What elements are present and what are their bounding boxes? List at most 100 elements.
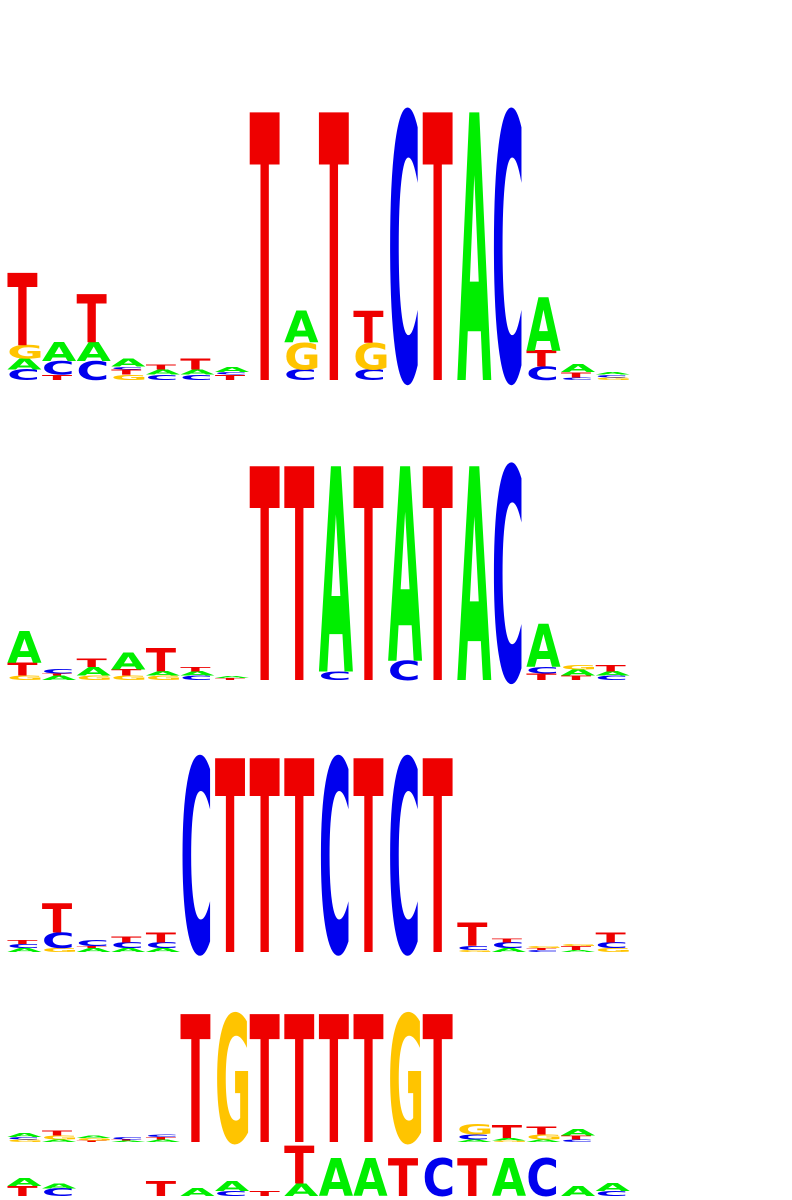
logo-letter-c: C (423, 1149, 456, 1200)
logo-letter-g: G (561, 664, 597, 671)
logo-letter-a: A (596, 671, 631, 678)
logo-letter-t: T (457, 1149, 488, 1200)
logo-letter-t: T (423, 705, 453, 1015)
logo-letter-c: C (146, 373, 179, 382)
logo-letter-g: G (111, 373, 147, 382)
logo-letter-c: C (42, 929, 75, 953)
logo-letter-a: A (77, 337, 111, 367)
logo-letter-a: A (111, 356, 145, 369)
logo-letter-t: T (111, 935, 142, 944)
logo-letter-a: A (596, 371, 631, 375)
logo-letter-t: T (7, 940, 38, 946)
logo-letter-t: T (353, 980, 383, 1184)
logo-letter-c: C (492, 941, 525, 950)
logo-letter-t: T (111, 368, 142, 377)
logo-letter-g: G (284, 335, 320, 378)
logo-letter-t: T (77, 283, 108, 359)
logo-letter-t: T (250, 409, 280, 750)
logo-letter-t: T (180, 356, 211, 373)
logo-letter-g: G (7, 675, 43, 682)
logo-letter-a: A (146, 368, 181, 377)
logo-letter-t: T (250, 980, 280, 1184)
logo-letter-t: T (284, 980, 314, 1184)
logo-letter-a: A (146, 671, 181, 678)
logo-letter-c: C (77, 939, 110, 948)
logo-letter-t: T (42, 373, 73, 382)
logo-letter-a: A (353, 1149, 387, 1200)
logo-letter-a: A (42, 1139, 77, 1143)
logo-letter-a: A (7, 947, 42, 953)
logo-letter-t: T (180, 980, 210, 1184)
logo-letter-t: T (492, 938, 523, 944)
logo-letter-c: C (7, 1136, 40, 1140)
logo-letter-t: T (561, 945, 592, 951)
logo-letter-a: A (561, 1183, 596, 1199)
logo-letter-a: A (561, 362, 595, 375)
logo-letter-a: A (457, 409, 491, 750)
logo-letter-c: C (561, 1139, 594, 1143)
logo-letter-c: C (526, 665, 559, 675)
logo-letter-a: A (180, 671, 215, 678)
logo-letter-c: C (526, 363, 559, 385)
logo-letter-c: C (596, 941, 629, 950)
logo-letter-a: A (180, 368, 215, 377)
logo-letter-t: T (146, 362, 177, 371)
logo-letter-t: T (7, 1183, 38, 1199)
logo-letter-t: T (388, 1149, 419, 1200)
logo-letter-t: T (492, 1122, 522, 1142)
logo-letter-a: A (457, 39, 492, 467)
logo-letter-t: T (353, 705, 383, 1015)
logo-letter-t: T (180, 666, 211, 673)
logo-letter-c: C (596, 374, 629, 378)
logo-letter-t: T (42, 673, 73, 676)
logo-letter-t: T (423, 409, 453, 750)
logo-letter-c: C (492, 409, 525, 750)
logo-letter-a: A (561, 1127, 596, 1137)
logo-letter-c: C (457, 945, 490, 951)
logo-letter-a: A (42, 337, 76, 367)
logo-letter-t: T (561, 1135, 592, 1141)
logo-letter-t: T (457, 917, 488, 954)
logo-letter-t: T (319, 39, 350, 467)
logo-letter-t: T (7, 660, 37, 680)
logo-letter-t: T (215, 705, 245, 1015)
logo-letter-c: C (180, 373, 213, 382)
logo-letter-c: C (388, 655, 421, 686)
logo-letter-t: T (284, 705, 314, 1015)
logo-letter-a: A (526, 1139, 561, 1143)
logo-letter-g: G (526, 946, 562, 949)
logo-letter-a: A (492, 1149, 526, 1200)
logo-letter-t: T (353, 409, 383, 750)
logo-letter-t: T (77, 946, 108, 949)
logo-letter-c: C (526, 1149, 559, 1200)
logo-letter-c: C (215, 371, 248, 375)
logo-letter-a: A (111, 1140, 146, 1142)
logo-letter-c: C (319, 705, 352, 1015)
logo-letter-a: A (215, 675, 250, 678)
logo-letter-a: A (215, 365, 250, 374)
logo-letter-g: G (42, 1135, 78, 1141)
logo-letter-t: T (42, 896, 73, 942)
logo-letter-t: T (319, 980, 349, 1184)
logo-letter-g: G (596, 947, 632, 953)
logo-letter-t: T (111, 1139, 142, 1141)
logo-letter-c: C (146, 1134, 179, 1138)
logo-letter-a: A (77, 1135, 112, 1139)
logo-letter-a: A (111, 947, 146, 953)
logo-letter-g: G (7, 1139, 43, 1143)
logo-letter-t: T (250, 705, 280, 1015)
logo-letter-a: A (492, 1138, 527, 1142)
logo-letter-c: C (111, 366, 144, 370)
logo-letter-c: C (388, 705, 421, 1015)
logo-letter-g: G (526, 1133, 562, 1141)
logo-letter-c: C (492, 39, 525, 467)
logo-letter-g: G (561, 944, 597, 947)
logo-letter-g: G (457, 950, 493, 953)
logo-letter-t: T (284, 409, 314, 750)
logo-letter-g: G (42, 947, 78, 953)
logo-letter-a: A (596, 1181, 630, 1193)
